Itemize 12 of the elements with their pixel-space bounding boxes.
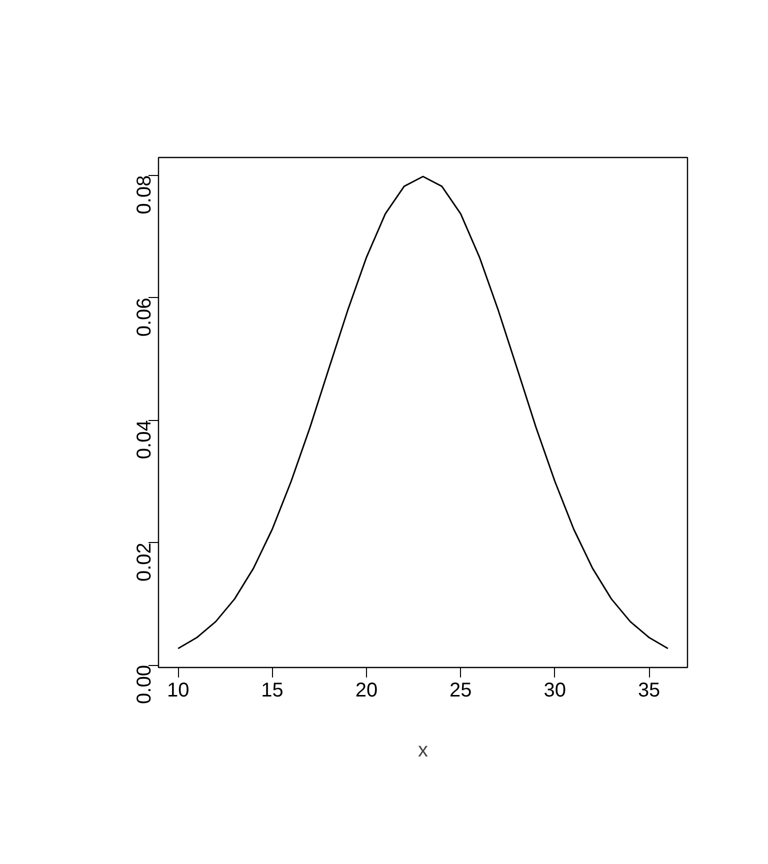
x-tick-label: 15 [261, 680, 284, 702]
y-tick-label: 0.08 [134, 175, 156, 214]
y-tick-label: 0.00 [134, 665, 156, 704]
x-tick-label: 10 [166, 680, 190, 702]
y-tick-label: 0.02 [134, 542, 156, 582]
y-tick-label: 0.04 [134, 420, 156, 460]
x-tick-label: 35 [638, 680, 660, 702]
x-tick-label: 30 [544, 680, 566, 702]
y-tick-label: 0.06 [134, 298, 156, 337]
x-tick-label: 25 [450, 680, 472, 702]
x-tick-label: 20 [355, 680, 378, 702]
x-axis-title: x [418, 740, 428, 762]
